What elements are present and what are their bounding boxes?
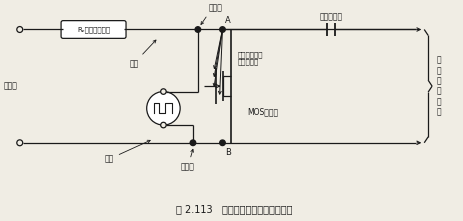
Circle shape xyxy=(219,140,225,146)
Text: 锡焊点: 锡焊点 xyxy=(208,4,222,13)
Text: 铜线: 铜线 xyxy=(105,140,150,164)
Text: B: B xyxy=(225,148,231,157)
Text: 接
交
流
放
大
器: 接 交 流 放 大 器 xyxy=(436,56,441,117)
Text: 输入端: 输入端 xyxy=(4,82,18,91)
Circle shape xyxy=(146,91,180,125)
Text: Rₑ（输入电阻）: Rₑ（输入电阻） xyxy=(77,26,110,33)
Circle shape xyxy=(160,89,166,94)
Circle shape xyxy=(17,140,23,146)
Circle shape xyxy=(160,122,166,128)
Text: A: A xyxy=(225,15,231,25)
Circle shape xyxy=(195,27,200,32)
Text: 耦合电容器: 耦合电容器 xyxy=(319,12,342,21)
Text: 图 2.113   构成斩波器电路的导线材料: 图 2.113 构成斩波器电路的导线材料 xyxy=(175,204,292,214)
Circle shape xyxy=(190,140,195,146)
Text: 锡焊点: 锡焊点 xyxy=(181,162,194,171)
Circle shape xyxy=(17,27,23,32)
Text: 镀金的科伐线
（铁合金）: 镀金的科伐线 （铁合金） xyxy=(237,51,262,65)
Text: MOS晶体管: MOS晶体管 xyxy=(247,108,278,117)
Circle shape xyxy=(219,27,225,32)
Text: 铜线: 铜线 xyxy=(129,40,156,68)
FancyBboxPatch shape xyxy=(61,21,126,38)
